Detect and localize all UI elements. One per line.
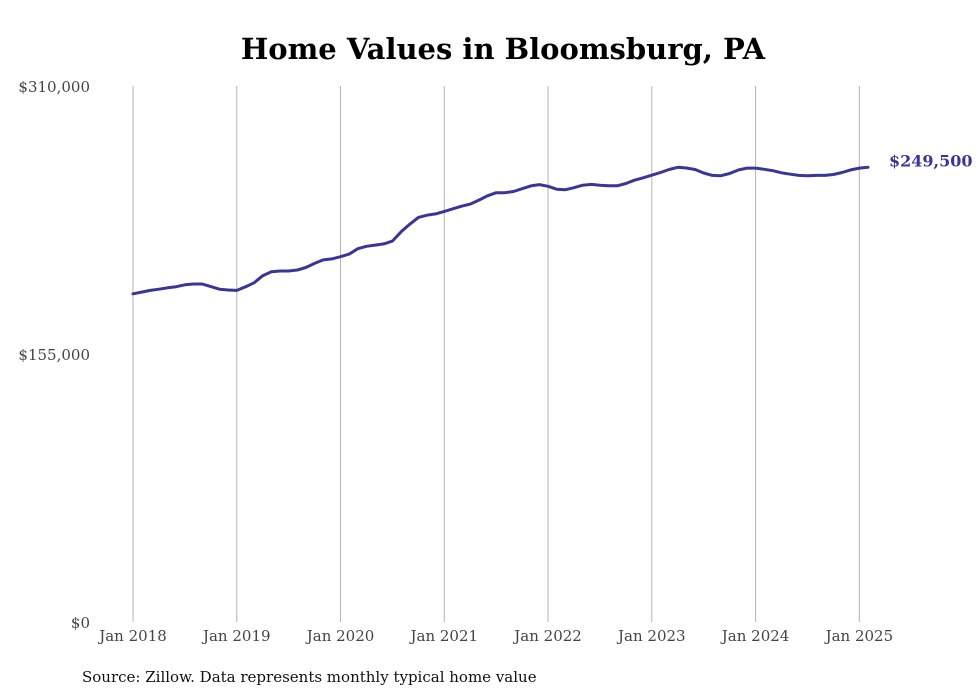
x-tick-label: Jan 2022: [512, 627, 582, 645]
x-tick-label: Jan 2020: [305, 627, 375, 645]
end-value-label: $249,500: [889, 151, 973, 170]
x-tick-label: Jan 2024: [720, 627, 790, 645]
x-tick-label: Jan 2025: [824, 627, 894, 645]
y-axis: $0 $155,000 $310,000: [18, 78, 90, 632]
x-tick-label: Jan 2019: [201, 627, 271, 645]
series-line-group: $249,500: [131, 151, 973, 296]
series-line: [131, 165, 870, 296]
y-tick-label: $155,000: [18, 346, 90, 364]
y-tick-label: $310,000: [18, 78, 90, 96]
source-note: Source: Zillow. Data represents monthly …: [82, 668, 537, 686]
x-tick-label: Jan 2021: [409, 627, 479, 645]
x-tick-label: Jan 2023: [616, 627, 686, 645]
chart-grid: [132, 86, 860, 622]
x-axis: Jan 2018 Jan 2019 Jan 2020 Jan 2021 Jan 2022…: [97, 627, 893, 645]
chart-title: Home Values in Bloomsburg, PA: [241, 32, 766, 66]
y-tick-label: $0: [71, 614, 90, 632]
x-tick-label: Jan 2018: [97, 627, 167, 645]
